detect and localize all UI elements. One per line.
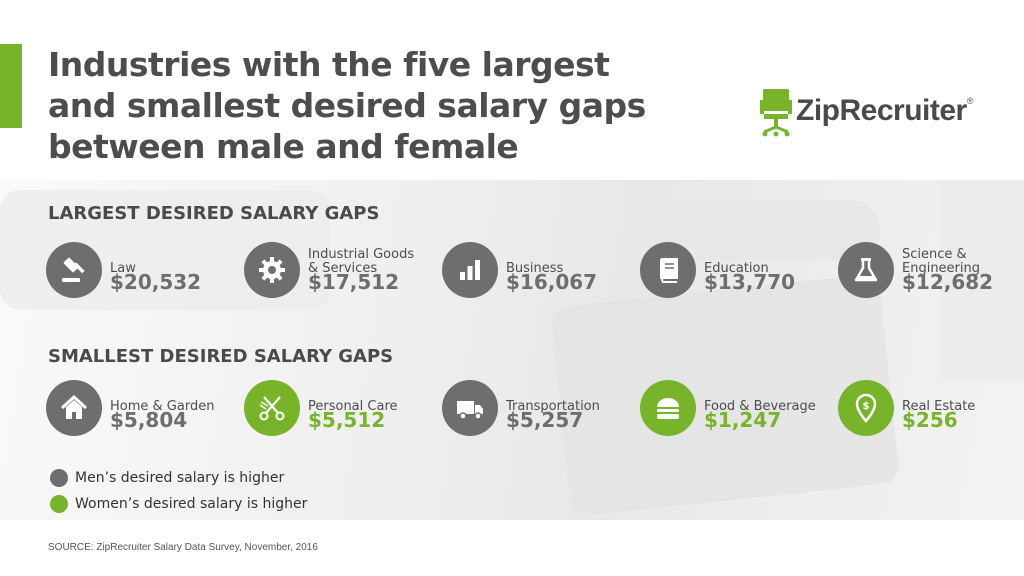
book-icon [660,258,678,283]
industry-label: Personal Care [308,399,398,414]
industry-label: Education [704,261,769,276]
industry-circle: $ [838,380,894,436]
industry-label: Science & Engineering [902,247,980,276]
gavel-icon [62,257,85,282]
industry-circle [442,380,498,436]
title-line-2: and smallest desired salary gaps [48,86,646,125]
flask-icon [854,258,878,282]
smallest-gaps-heading: SMALLEST DESIRED SALARY GAPS [48,346,394,367]
gap-value: $256 [902,408,958,432]
gap-value: $12,682 [902,270,994,294]
industry-circle [46,242,102,298]
industry-label: Home & Garden [110,399,215,414]
industry-label: Real Estate [902,399,976,414]
gap-value: $5,804 [110,408,188,432]
industry-circle [640,242,696,298]
logo-registered-mark: ® [966,96,974,106]
accent-bar [0,44,22,128]
industry-label: Industrial Goods & Services [308,247,415,276]
gap-value: $16,067 [506,270,598,294]
scissors-comb-icon [259,396,285,421]
gap-item-personal-care: Personal Care $5,512 [244,380,434,444]
gap-value: $20,532 [110,270,202,294]
gap-item-business: Business $16,067 [442,242,632,306]
gap-item-law: Law $20,532 [46,242,236,306]
svg-text:$: $ [863,401,870,412]
truck-icon [457,401,483,420]
house-icon [60,395,88,419]
page-title: Industries with the five largest and sma… [48,44,688,167]
gap-value: $5,257 [506,408,584,432]
legend-item-men: Men’s desired salary is higher [50,469,284,487]
gap-item-science-engineering: Science & Engineering $12,682 [838,242,1024,306]
gap-item-education: Education $13,770 [640,242,830,306]
title-line-1: Industries with the five largest [48,45,610,84]
bar-chart-icon [460,260,480,280]
legend-item-women: Women’s desired salary is higher [50,495,307,513]
industry-label: Law [110,261,136,276]
legend-swatch-green [50,495,68,513]
industry-circle [46,380,102,436]
gap-item-real-estate: $ Real Estate $256 [838,380,1024,444]
industry-circle [838,242,894,298]
gap-item-transportation: Transportation $5,257 [442,380,632,444]
industry-circle [244,380,300,436]
title-line-3: between male and female [48,127,519,166]
gap-item-home-garden: Home & Garden $5,804 [46,380,236,444]
logo-wordmark: ZipRecruiter® [796,94,973,128]
legend-swatch-gray [50,469,68,487]
map-pin-icon: $ [855,393,877,423]
ziprecruiter-logo: ZipRecruiter® [760,86,1000,138]
gap-item-food-beverage: Food & Beverage $1,247 [640,380,830,444]
gap-value: $1,247 [704,408,782,432]
gap-item-industrial-goods: Industrial Goods & Services $17,512 [244,242,434,306]
industry-label: Business [506,261,564,276]
industry-label: Transportation [506,399,600,414]
industry-label: Food & Beverage [704,399,816,414]
background-photo [0,180,1024,520]
largest-gaps-heading: LARGEST DESIRED SALARY GAPS [48,203,380,224]
legend-label: Women’s desired salary is higher [75,496,308,512]
industry-circle [442,242,498,298]
gap-value: $13,770 [704,270,796,294]
source-note: SOURCE: ZipRecruiter Salary Data Survey,… [48,542,318,553]
logo-text: ZipRecruiter [796,94,967,127]
burger-icon [657,398,679,419]
industry-circle [244,242,300,298]
gap-value: $17,512 [308,270,400,294]
office-chair-icon [760,89,792,137]
gap-value: $5,512 [308,408,386,432]
industry-circle [640,380,696,436]
legend-label: Men’s desired salary is higher [75,470,285,486]
gear-icon [259,257,285,283]
